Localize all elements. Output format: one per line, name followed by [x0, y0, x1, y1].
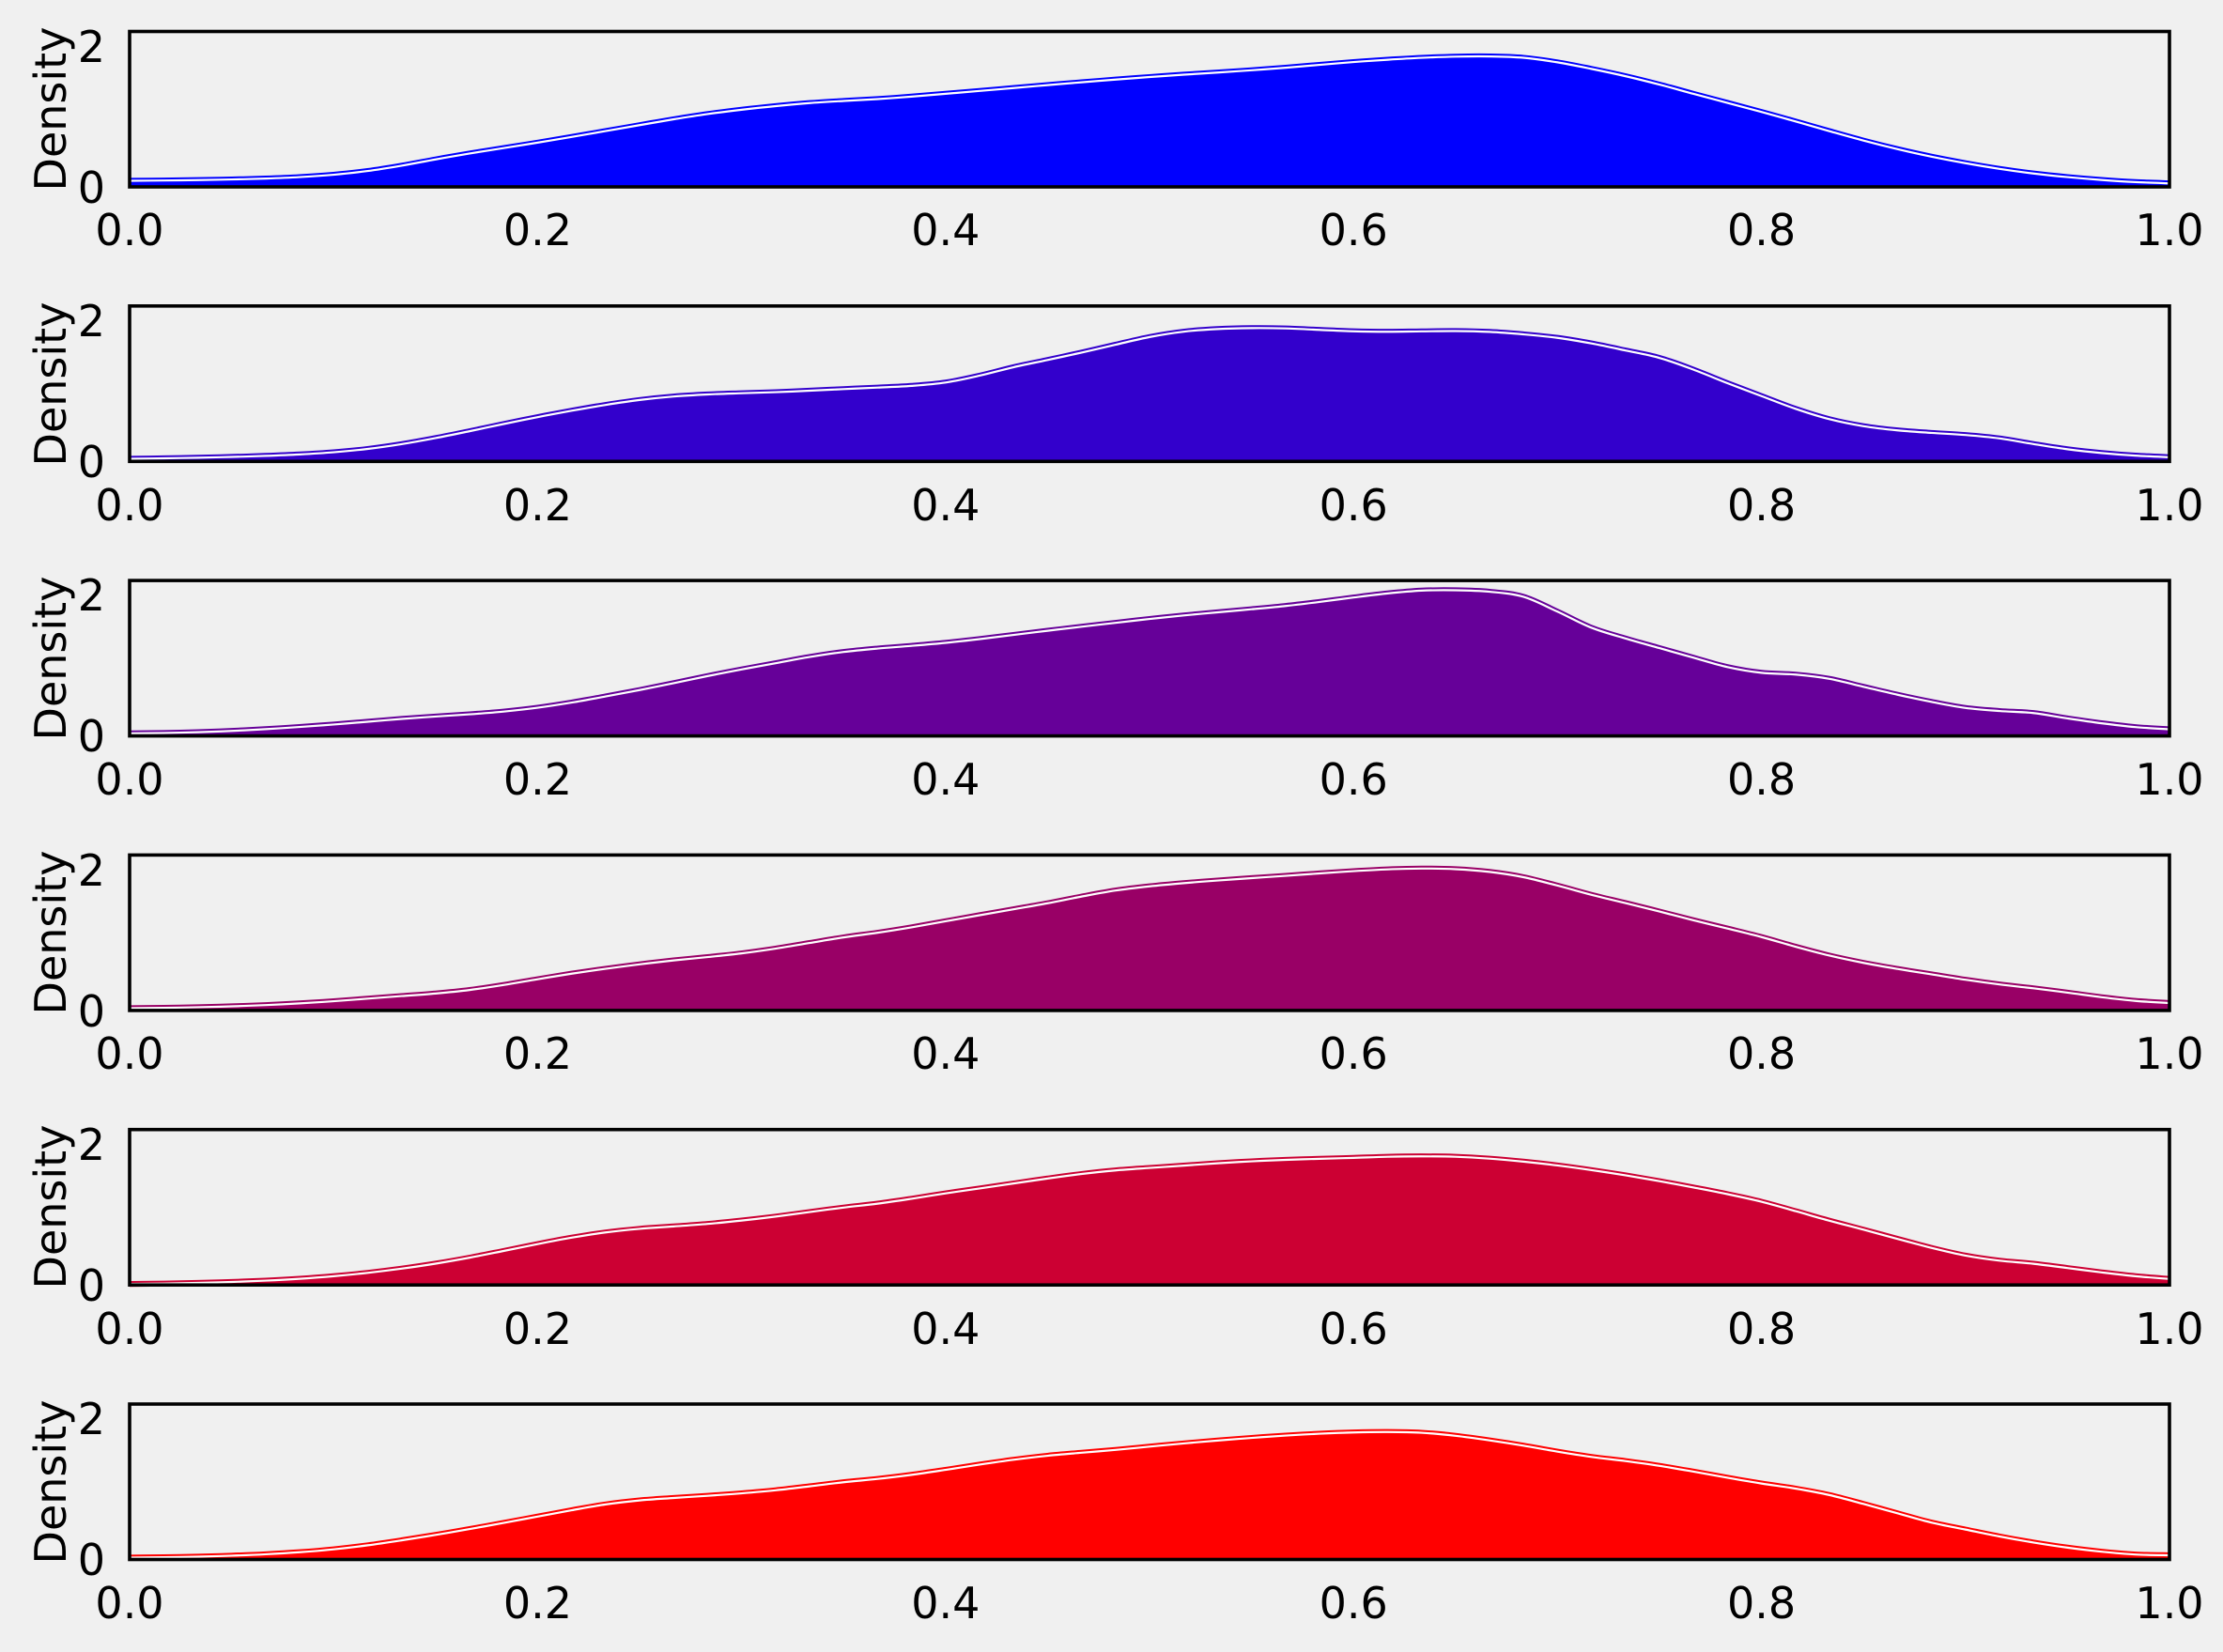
- xtick-label-p1-0.2: 0.2: [502, 205, 572, 256]
- ylabel-p5: Density: [25, 1124, 76, 1289]
- subplot-2: [128, 303, 2171, 464]
- xtick-label-p6-0.2: 0.2: [502, 1577, 572, 1629]
- ytick-label-p4-2: 2: [77, 844, 105, 896]
- axes-frame-1: [128, 29, 2171, 189]
- axes-frame-6: [128, 1402, 2171, 1562]
- xtick-label-p5-0.2: 0.2: [502, 1303, 572, 1354]
- xtick-label-p6-0.6: 0.6: [1319, 1577, 1388, 1629]
- xtick-label-p2-1.0: 1.0: [2135, 479, 2204, 531]
- kde-line-6: [129, 1430, 2170, 1559]
- xtick-label-p5-1.0: 1.0: [2135, 1303, 2204, 1354]
- xtick-label-p5-0.4: 0.4: [911, 1303, 980, 1354]
- xtick-label-p5-0.8: 0.8: [1727, 1303, 1797, 1354]
- xtick-label-p1-0.0: 0.0: [95, 205, 164, 256]
- axes-frame-4: [128, 853, 2171, 1012]
- kde-line-5: [129, 1155, 2170, 1286]
- ylabel-p4: Density: [25, 850, 76, 1015]
- xtick-label-p6-0.4: 0.4: [911, 1577, 980, 1629]
- xtick-label-p4-0.0: 0.0: [95, 1028, 164, 1080]
- xtick-label-p1-0.8: 0.8: [1727, 205, 1797, 256]
- kde-fill-6: [130, 1431, 2169, 1560]
- xtick-label-p6-0.8: 0.8: [1727, 1577, 1797, 1629]
- kde-line-2: [129, 327, 2170, 460]
- xtick-label-p2-0.8: 0.8: [1727, 479, 1797, 531]
- xtick-label-p1-0.6: 0.6: [1319, 205, 1388, 256]
- kde-line-3: [129, 589, 2170, 734]
- ytick-label-p5-0: 0: [77, 1259, 105, 1311]
- xtick-label-p4-0.8: 0.8: [1727, 1028, 1797, 1080]
- kde-fill-5: [130, 1156, 2169, 1286]
- ylabel-p3: Density: [25, 576, 76, 741]
- ylabel-p2: Density: [25, 301, 76, 466]
- xtick-label-p3-0.8: 0.8: [1727, 754, 1797, 805]
- subplot-1: [128, 29, 2171, 189]
- xtick-label-p2-0.4: 0.4: [911, 479, 980, 531]
- ytick-label-p6-0: 0: [77, 1535, 105, 1586]
- xtick-label-p4-0.6: 0.6: [1319, 1028, 1388, 1080]
- xtick-label-p3-1.0: 1.0: [2135, 754, 2204, 805]
- xtick-label-p3-0.6: 0.6: [1319, 754, 1388, 805]
- ytick-label-p1-0: 0: [77, 162, 105, 213]
- kde-fill-3: [130, 590, 2169, 736]
- xtick-label-p3-0.4: 0.4: [911, 754, 980, 805]
- xtick-label-p4-0.2: 0.2: [502, 1028, 572, 1080]
- xtick-label-p4-0.4: 0.4: [911, 1028, 980, 1080]
- xtick-label-p2-0.0: 0.0: [95, 479, 164, 531]
- ytick-label-p4-0: 0: [77, 985, 105, 1037]
- ytick-label-p3-0: 0: [77, 711, 105, 763]
- ylabel-p6: Density: [25, 1399, 76, 1565]
- ytick-label-p3-2: 2: [77, 570, 105, 622]
- xtick-label-p3-0.0: 0.0: [95, 754, 164, 805]
- subplot-6: [128, 1402, 2171, 1562]
- kde-fill-2: [130, 328, 2169, 462]
- kde-fill-1: [130, 55, 2169, 187]
- xtick-label-p4-1.0: 1.0: [2135, 1028, 2204, 1080]
- xtick-label-p1-0.4: 0.4: [911, 205, 980, 256]
- xtick-label-p3-0.2: 0.2: [502, 754, 572, 805]
- axes-frame-5: [128, 1127, 2171, 1287]
- kde-fill-4: [130, 868, 2169, 1011]
- kde-line-4: [129, 867, 2170, 1010]
- ytick-label-p2-2: 2: [77, 296, 105, 347]
- axes-frame-2: [128, 303, 2171, 464]
- ytick-label-p5-2: 2: [77, 1119, 105, 1170]
- axes-frame-3: [128, 579, 2171, 738]
- xtick-label-p6-0.0: 0.0: [95, 1577, 164, 1629]
- xtick-label-p6-1.0: 1.0: [2135, 1577, 2204, 1629]
- xtick-label-p2-0.6: 0.6: [1319, 479, 1388, 531]
- ylabel-p1: Density: [25, 26, 76, 192]
- subplot-3: [128, 579, 2171, 738]
- xtick-label-p5-0.6: 0.6: [1319, 1303, 1388, 1354]
- ytick-label-p2-0: 0: [77, 437, 105, 487]
- kde-line-1: [129, 54, 2170, 185]
- ytick-label-p6-2: 2: [77, 1394, 105, 1445]
- xtick-label-p2-0.2: 0.2: [502, 479, 572, 531]
- xtick-label-p1-1.0: 1.0: [2135, 205, 2204, 256]
- xtick-label-p5-0.0: 0.0: [95, 1303, 164, 1354]
- subplot-5: [128, 1127, 2171, 1288]
- ytick-label-p1-2: 2: [77, 21, 105, 72]
- subplot-4: [128, 853, 2171, 1012]
